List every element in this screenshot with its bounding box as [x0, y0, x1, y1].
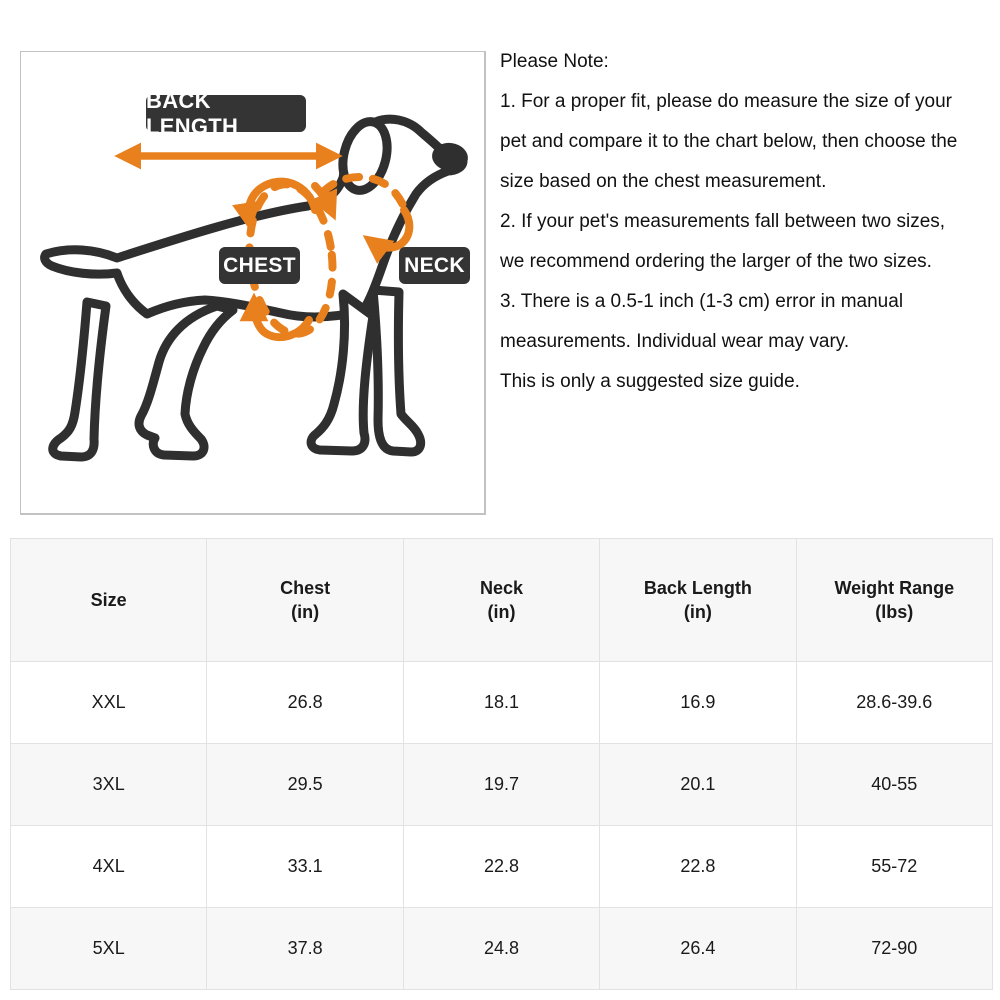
cell-chest: 26.8 — [206, 661, 404, 744]
dog-nose — [432, 142, 468, 172]
cell-chest: 37.8 — [206, 907, 404, 990]
cell-neck: 18.1 — [402, 661, 601, 744]
neck-girth-dashed-arc — [319, 173, 407, 209]
dog-measurement-illustration — [40, 114, 468, 462]
note-line: we recommend ordering the larger of the … — [500, 251, 932, 272]
dog-near-hind-leg — [134, 301, 238, 461]
dog-near-legs — [134, 289, 378, 461]
note-line: Please Note: — [500, 51, 609, 72]
notes-block: Please Note: 1. For a proper fit, please… — [500, 42, 998, 402]
table-row: XXL 26.8 18.1 16.9 28.6-39.6 — [9, 661, 994, 744]
cell-neck: 22.8 — [402, 825, 601, 908]
cell-weight-range: 28.6-39.6 — [795, 661, 994, 744]
cell-back-length: 22.8 — [599, 825, 797, 908]
cell-chest: 29.5 — [206, 743, 404, 826]
cell-size: 3XL — [9, 743, 208, 826]
note-line: 2. If your pet's measurements fall betwe… — [500, 211, 946, 232]
dog-ear — [338, 117, 392, 195]
cell-size: 4XL — [9, 825, 208, 908]
note-line: This is only a suggested size guide. — [500, 371, 800, 392]
measurement-diagram: BACK LENGTH CHEST NECK — [20, 51, 486, 515]
header-chest: Chest (in) — [206, 538, 404, 662]
dog-far-hind-leg — [48, 297, 111, 462]
cell-back-length: 26.4 — [599, 907, 797, 990]
chest-label: CHEST — [219, 247, 300, 284]
header-back-length: Back Length (in) — [599, 538, 797, 662]
cell-chest: 33.1 — [206, 825, 404, 908]
cell-size: 5XL — [9, 907, 208, 990]
note-line: size based on the chest measurement. — [500, 171, 827, 192]
back-length-label: BACK LENGTH — [146, 88, 306, 139]
cell-back-length: 20.1 — [599, 743, 797, 826]
header-weight-range: Weight Range (lbs) — [795, 538, 994, 662]
header-neck: Neck (in) — [402, 538, 601, 662]
header-size: Size — [9, 538, 208, 662]
table-row: 4XL 33.1 22.8 22.8 55-72 — [9, 825, 994, 908]
note-line: 1. For a proper fit, please do measure t… — [500, 91, 953, 112]
cell-size: XXL — [9, 661, 208, 744]
table-row: 5XL 37.8 24.8 26.4 72-90 — [9, 907, 994, 990]
dog-far-legs — [48, 285, 426, 462]
note-line: pet and compare it to the chart below, t… — [500, 131, 958, 152]
cell-back-length: 16.9 — [599, 661, 797, 744]
cell-weight-range: 40-55 — [795, 743, 994, 826]
cell-weight-range: 72-90 — [795, 907, 994, 990]
neck-label: NECK — [399, 247, 470, 284]
cell-neck: 24.8 — [402, 907, 601, 990]
cell-weight-range: 55-72 — [795, 825, 994, 908]
dog-near-front-leg — [306, 289, 378, 456]
note-line: 3. There is a 0.5-1 inch (1-3 cm) error … — [500, 291, 904, 312]
cell-neck: 19.7 — [402, 743, 601, 826]
neck-left-arrow-arc — [310, 182, 338, 221]
table-header-row: Size Chest (in) Neck (in) Back Length (in) … — [9, 538, 994, 662]
chest-bottom-arrow-arc — [239, 292, 313, 342]
note-line: measurements. Individual wear may vary. — [500, 331, 850, 352]
dog-far-front-leg — [368, 285, 426, 457]
table-row: 3XL 29.5 19.7 20.1 40-55 — [9, 743, 994, 826]
chest-top-arrow-arc — [232, 177, 319, 232]
neck-right-arrow-arc — [362, 206, 414, 264]
size-chart-table: Size Chest (in) Neck (in) Back Length (in) … — [9, 538, 994, 990]
